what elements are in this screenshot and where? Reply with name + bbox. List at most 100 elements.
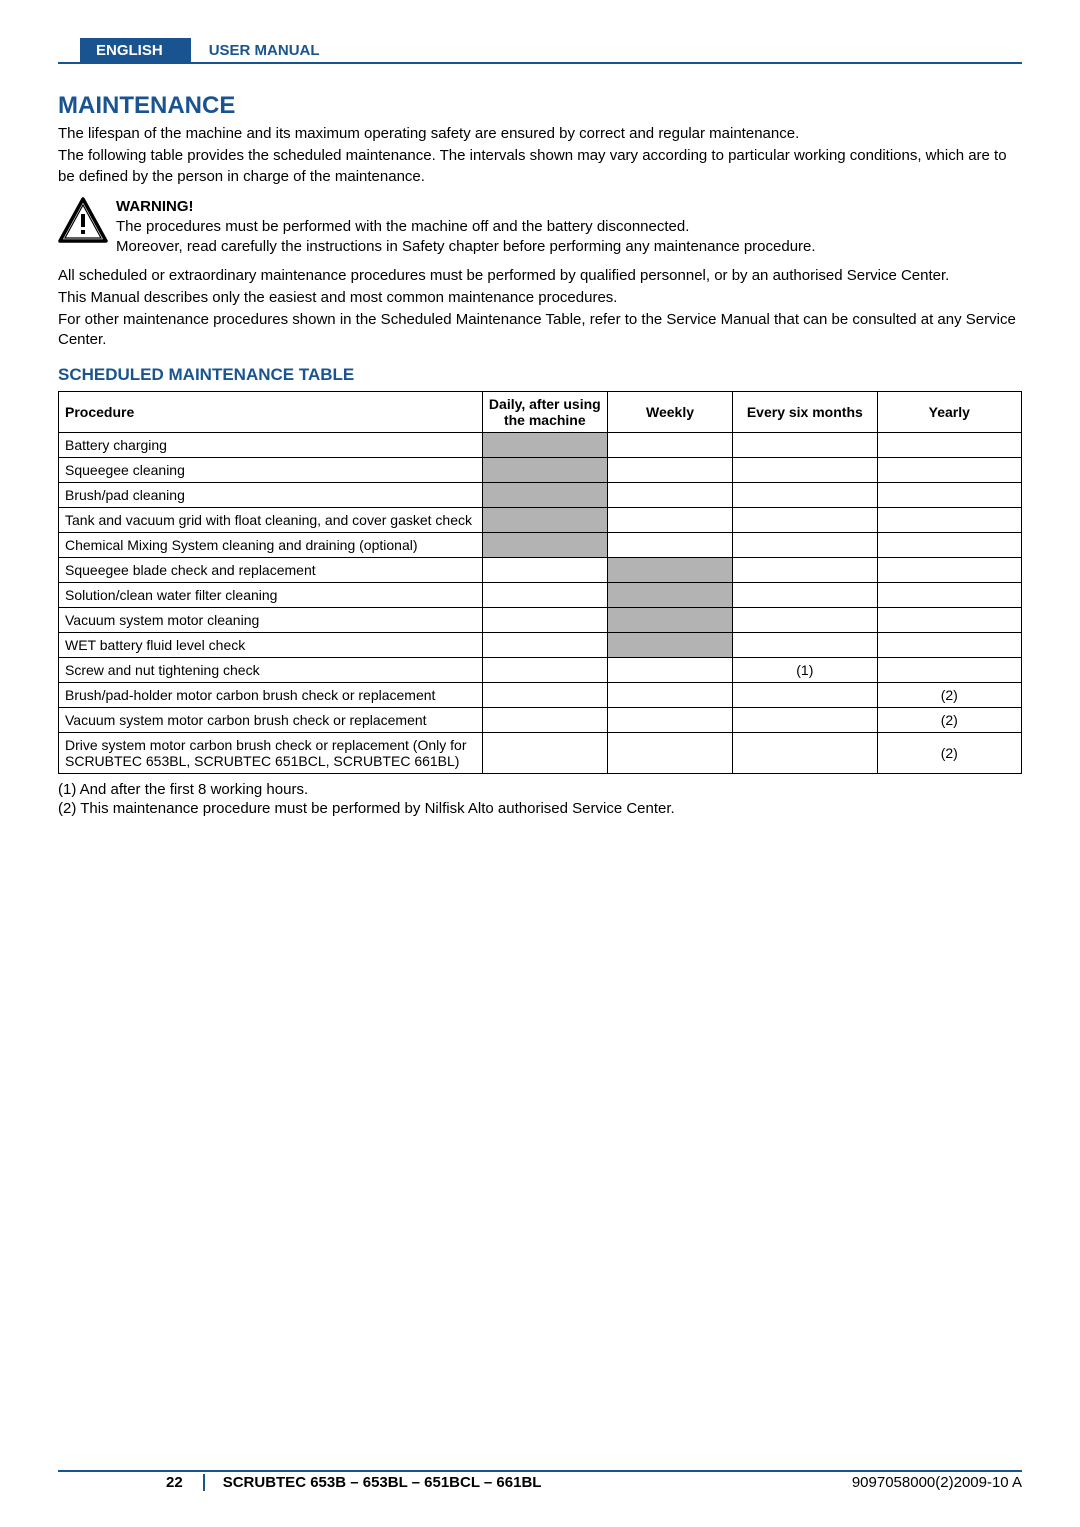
interval-cell	[733, 732, 877, 773]
interval-cell	[877, 482, 1021, 507]
warning-heading: WARNING!	[116, 197, 816, 217]
interval-cell	[607, 482, 732, 507]
interval-cell	[733, 557, 877, 582]
interval-cell: (1)	[733, 657, 877, 682]
procedure-cell: Tank and vacuum grid with ﬂoat cleaning,…	[59, 507, 483, 532]
interval-cell	[482, 507, 607, 532]
interval-cell	[607, 657, 732, 682]
procedure-cell: Vacuum system motor carbon brush check o…	[59, 707, 483, 732]
body-line: For other maintenance procedures shown i…	[58, 310, 1022, 351]
interval-cell	[877, 532, 1021, 557]
interval-cell	[482, 732, 607, 773]
footer-model: SCRUBTEC 653B – 653BL – 651BCL – 661BL	[205, 1474, 852, 1491]
footnotes: (1) And after the ﬁrst 8 working hours. …	[58, 780, 1022, 819]
interval-cell	[733, 432, 877, 457]
interval-cell	[482, 482, 607, 507]
body-line: This Manual describes only the easiest a…	[58, 288, 1022, 308]
table-head: ProcedureDaily, after using the machineW…	[59, 391, 1022, 432]
interval-cell	[482, 557, 607, 582]
table-row: Vacuum system motor carbon brush check o…	[59, 707, 1022, 732]
table-row: Squeegee blade check and replacement	[59, 557, 1022, 582]
table-col-header: Every six months	[733, 391, 877, 432]
interval-cell	[733, 632, 877, 657]
page-header: ENGLISH USER MANUAL	[58, 38, 1022, 64]
table-row: Solution/clean water ﬁlter cleaning	[59, 582, 1022, 607]
warning-line: Moreover, read carefully the instruction…	[116, 237, 816, 257]
section-title-maintenance: MAINTENANCE	[58, 92, 1022, 120]
table-row: WET battery ﬂuid level check	[59, 632, 1022, 657]
interval-cell	[733, 582, 877, 607]
header-language: ENGLISH	[76, 38, 191, 62]
table-row: Brush/pad-holder motor carbon brush chec…	[59, 682, 1022, 707]
interval-cell	[607, 732, 732, 773]
interval-cell	[733, 457, 877, 482]
table-col-header: Daily, after using the machine	[482, 391, 607, 432]
footnote-line: (1) And after the ﬁrst 8 working hours.	[58, 780, 1022, 800]
interval-cell	[482, 457, 607, 482]
procedure-cell: Squeegee cleaning	[59, 457, 483, 482]
manual-page: ENGLISH USER MANUAL MAINTENANCE The life…	[0, 0, 1080, 1527]
procedure-cell: Battery charging	[59, 432, 483, 457]
interval-cell	[877, 507, 1021, 532]
interval-cell	[607, 682, 732, 707]
maintenance-table: ProcedureDaily, after using the machineW…	[58, 391, 1022, 774]
table-header-row: ProcedureDaily, after using the machineW…	[59, 391, 1022, 432]
table-col-header: Yearly	[877, 391, 1021, 432]
table-row: Drive system motor carbon brush check or…	[59, 732, 1022, 773]
interval-cell	[482, 582, 607, 607]
procedure-cell: WET battery ﬂuid level check	[59, 632, 483, 657]
table-row: Brush/pad cleaning	[59, 482, 1022, 507]
interval-cell	[877, 607, 1021, 632]
interval-cell	[733, 532, 877, 557]
intro-line: The lifespan of the machine and its maxi…	[58, 124, 1022, 144]
interval-cell: (2)	[877, 732, 1021, 773]
interval-cell	[607, 707, 732, 732]
interval-cell	[733, 482, 877, 507]
footer-doc-id: 9097058000(2)2009-10 A	[852, 1474, 1022, 1491]
warning-block: WARNING! The procedures must be performe…	[58, 197, 1022, 258]
table-col-header: Weekly	[607, 391, 732, 432]
interval-cell	[877, 557, 1021, 582]
procedure-cell: Vacuum system motor cleaning	[59, 607, 483, 632]
procedure-cell: Brush/pad-holder motor carbon brush chec…	[59, 682, 483, 707]
interval-cell	[607, 432, 732, 457]
interval-cell	[482, 532, 607, 557]
interval-cell	[877, 432, 1021, 457]
interval-cell	[482, 682, 607, 707]
interval-cell	[877, 457, 1021, 482]
interval-cell	[482, 657, 607, 682]
table-title: SCHEDULED MAINTENANCE TABLE	[58, 365, 1022, 385]
procedure-cell: Screw and nut tightening check	[59, 657, 483, 682]
table-row: Squeegee cleaning	[59, 457, 1022, 482]
interval-cell	[607, 632, 732, 657]
table-row: Vacuum system motor cleaning	[59, 607, 1022, 632]
body-line: All scheduled or extraordinary maintenan…	[58, 266, 1022, 286]
interval-cell	[877, 657, 1021, 682]
interval-cell	[733, 707, 877, 732]
procedure-cell: Brush/pad cleaning	[59, 482, 483, 507]
page-number: 22	[166, 1474, 205, 1491]
interval-cell	[733, 682, 877, 707]
interval-cell	[607, 457, 732, 482]
table-row: Battery charging	[59, 432, 1022, 457]
interval-cell	[733, 507, 877, 532]
intro-text: The lifespan of the machine and its maxi…	[58, 124, 1022, 187]
after-warning-text: All scheduled or extraordinary maintenan…	[58, 266, 1022, 351]
interval-cell: (2)	[877, 707, 1021, 732]
table-row: Screw and nut tightening check (1)	[59, 657, 1022, 682]
interval-cell	[607, 557, 732, 582]
table-body: Battery chargingSqueegee cleaningBrush/p…	[59, 432, 1022, 773]
table-row: Tank and vacuum grid with ﬂoat cleaning,…	[59, 507, 1022, 532]
interval-cell	[482, 632, 607, 657]
interval-cell	[607, 507, 732, 532]
footnote-line: (2) This maintenance procedure must be p…	[58, 799, 1022, 819]
page-footer: 22 SCRUBTEC 653B – 653BL – 651BCL – 661B…	[58, 1470, 1022, 1491]
interval-cell	[482, 707, 607, 732]
interval-cell	[877, 582, 1021, 607]
header-manual-label: USER MANUAL	[191, 38, 338, 62]
warning-line: The procedures must be performed with th…	[116, 217, 816, 237]
procedure-cell: Squeegee blade check and replacement	[59, 557, 483, 582]
table-row: Chemical Mixing System cleaning and drai…	[59, 532, 1022, 557]
table-col-header: Procedure	[59, 391, 483, 432]
interval-cell	[482, 607, 607, 632]
